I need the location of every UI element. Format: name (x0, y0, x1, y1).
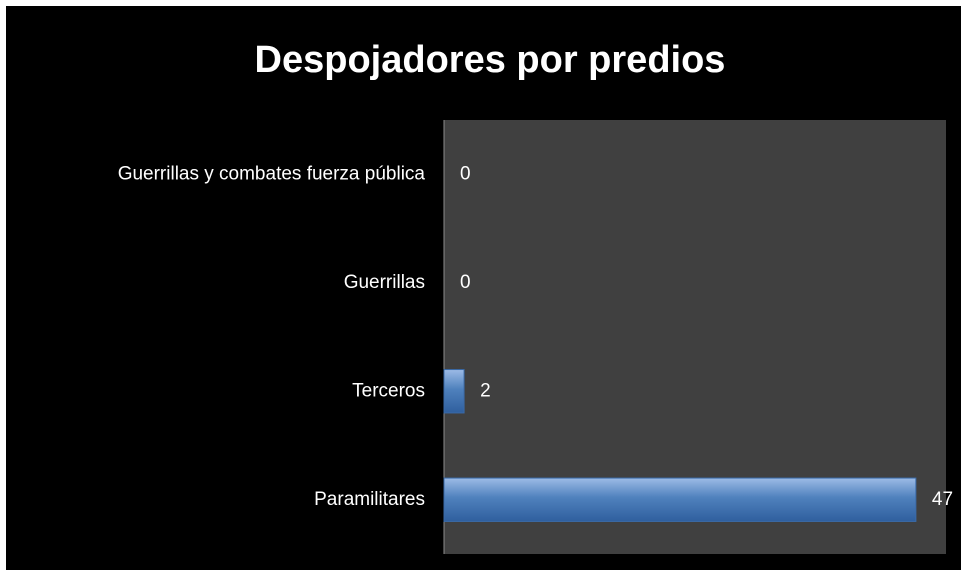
bar (443, 369, 465, 414)
data-label: 0 (460, 163, 471, 184)
data-label: 0 (460, 272, 471, 293)
y-tick-label: Paramilitares (314, 489, 425, 510)
y-tick-label: Guerrillas (344, 272, 425, 293)
y-tick-label: Guerrillas y combates fuerza pública (118, 163, 426, 184)
data-label: 2 (480, 380, 491, 401)
data-label: 47 (932, 489, 953, 510)
y-tick-label: Terceros (352, 380, 425, 401)
bar (443, 477, 917, 522)
chart-title: Despojadores por predios (255, 39, 726, 81)
